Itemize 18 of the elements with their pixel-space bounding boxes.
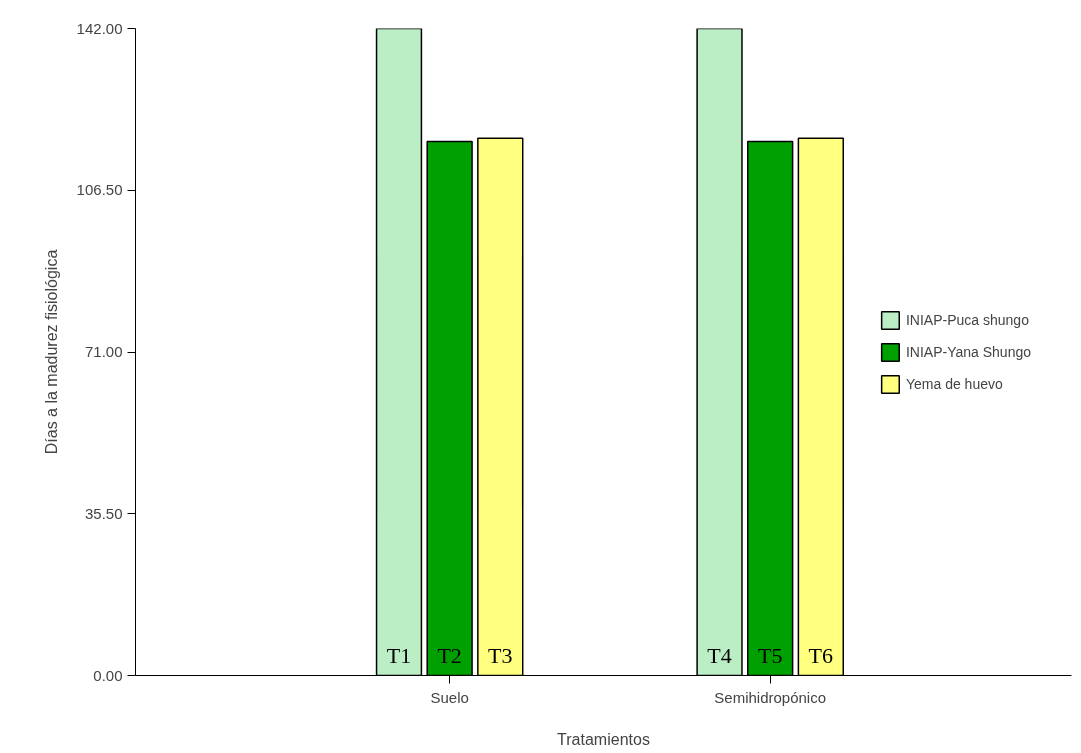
legend-label: INIAP-Puca shungo [905,311,1029,328]
x-tick-label: Semihidropónico [714,688,827,706]
data-label: T2 [437,642,462,668]
y-tick-label: 142.00 [76,19,123,37]
data-label: T1 [386,642,412,668]
y-tick-label: 0.00 [93,666,123,684]
legend-label: INIAP-Yana Shungo [905,343,1031,360]
x-axis-title: Tratamientos [557,730,650,748]
y-tick-label: 106.50 [76,181,123,199]
y-tick-label: 71.00 [84,343,123,360]
y-tick-label: 35.50 [84,504,123,522]
x-tick-label: Suelo [430,688,469,706]
data-label: T6 [808,642,834,668]
data-label: T3 [488,642,513,668]
y-axis-title: Días a la madurez fisiológica [42,249,60,455]
data-label: T4 [707,642,732,668]
legend-label: Yema de huevo [905,375,1003,392]
data-label: T5 [757,642,783,668]
